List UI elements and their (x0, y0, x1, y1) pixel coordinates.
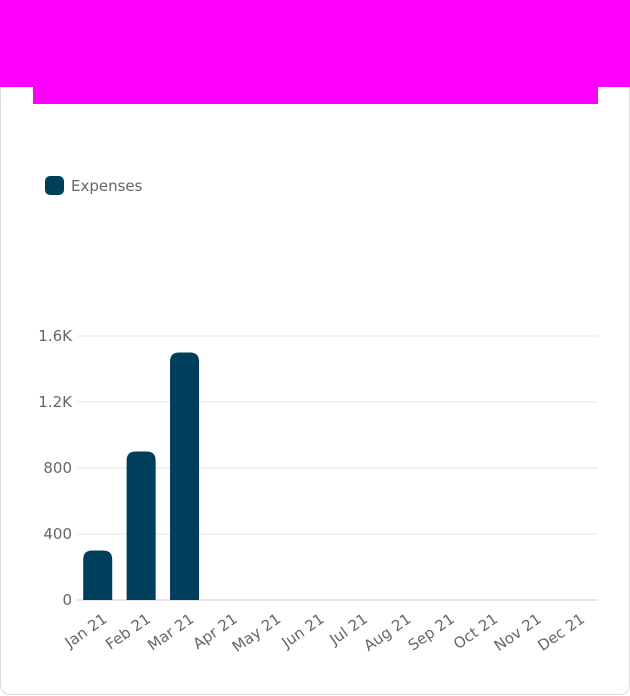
y-axis-tick-labels: 0 400 800 1.2K 1.6K (38, 327, 73, 609)
bars (83, 352, 200, 601)
chart-legend[interactable]: Expenses (45, 176, 142, 195)
banner-tab (33, 87, 598, 104)
x-tick-label: Nov 21 (491, 610, 545, 655)
y-tick-label: 800 (43, 459, 72, 477)
y-tick-label: 1.6K (38, 327, 73, 345)
x-tick-label: May 21 (229, 610, 284, 656)
legend-swatch-expenses (45, 176, 64, 195)
bar-jan-21[interactable] (83, 550, 113, 601)
x-tick-label: Feb 21 (102, 610, 154, 654)
y-tick-label: 1.2K (38, 393, 73, 411)
bar-feb-21[interactable] (126, 451, 156, 601)
y-tick-label: 400 (43, 525, 72, 543)
bar-mar-21[interactable] (170, 352, 200, 601)
x-tick-label: Mar 21 (144, 610, 197, 655)
x-tick-label: Oct 21 (450, 610, 501, 653)
grid-lines (77, 335, 598, 601)
y-tick-label: 0 (62, 591, 72, 609)
x-tick-label: Jan 21 (61, 610, 111, 652)
x-tick-label: Aug 21 (360, 610, 414, 655)
x-tick-label: Jun 21 (278, 610, 328, 652)
x-tick-label: Sep 21 (405, 610, 458, 655)
legend-label-expenses: Expenses (71, 176, 143, 195)
x-tick-label: Dec 21 (534, 610, 588, 655)
top-banner (0, 0, 630, 87)
